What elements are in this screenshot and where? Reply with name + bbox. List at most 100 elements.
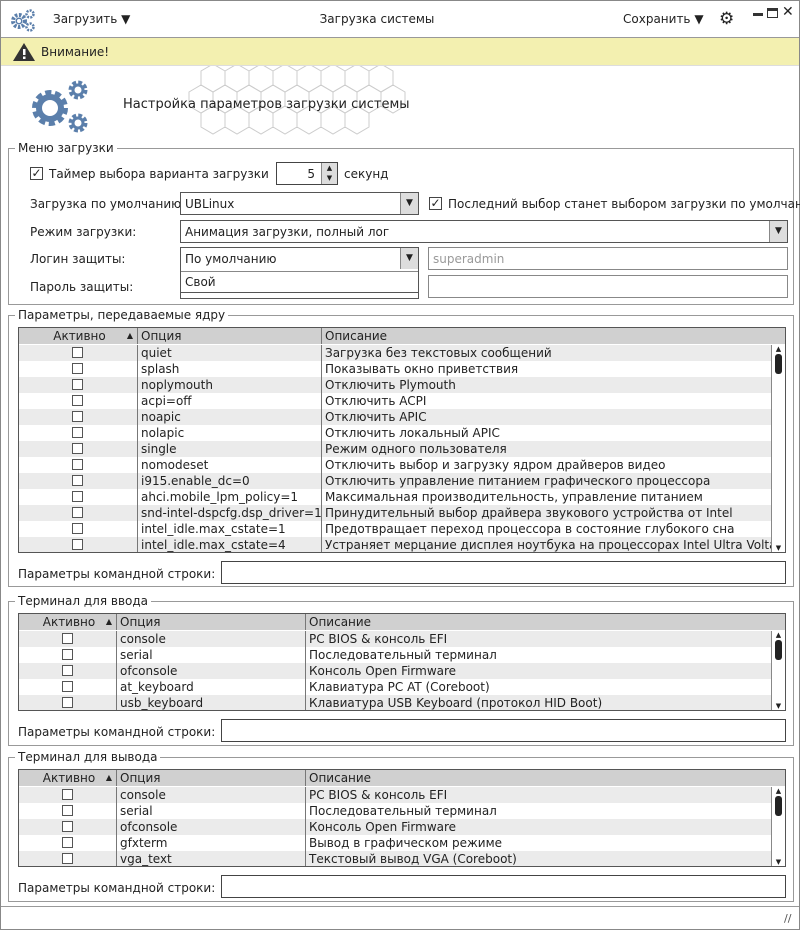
row-active-checkbox[interactable] <box>61 789 73 800</box>
table-row[interactable]: vga_text Текстовый вывод VGA (Coreboot) <box>19 851 773 866</box>
scroll-up-icon[interactable]: ▲ <box>775 787 782 795</box>
scroll-thumb[interactable] <box>775 796 782 816</box>
row-active-checkbox[interactable] <box>61 665 73 676</box>
timer-checkbox[interactable]: ✓ <box>30 166 43 180</box>
row-active-checkbox[interactable] <box>72 379 83 390</box>
row-active-checkbox[interactable] <box>61 805 73 816</box>
table-row[interactable]: ofconsole Консоль Open Firmware <box>19 819 773 835</box>
column-header[interactable]: Описание <box>305 614 785 630</box>
row-active-checkbox[interactable] <box>72 475 83 486</box>
row-description: PC BIOS & консоль EFI <box>305 787 773 803</box>
close-button[interactable]: ✕ <box>782 4 794 20</box>
scroll-down-icon[interactable]: ▼ <box>775 702 782 710</box>
row-active-checkbox[interactable] <box>72 347 83 358</box>
table-row[interactable]: noplymouth Отключить Plymouth <box>19 377 773 393</box>
table-row[interactable]: intel_idle.max_cstate=4 Устраняет мерцани… <box>19 537 773 552</box>
table-row[interactable]: console PC BIOS & консоль EFI <box>19 631 773 647</box>
table-row[interactable]: snd-intel-dspcfg.dsp_driver=1 Принудитель… <box>19 505 773 521</box>
column-header[interactable]: Описание <box>305 770 785 786</box>
scroll-up-icon[interactable]: ▲ <box>775 631 782 639</box>
table-row[interactable]: serial Последовательный терминал <box>19 647 773 663</box>
row-active-checkbox[interactable] <box>61 681 73 692</box>
column-header[interactable]: Опция <box>116 770 305 786</box>
login-option[interactable]: Свой <box>181 271 418 293</box>
row-active-checkbox[interactable] <box>72 395 83 406</box>
table-row[interactable]: quiet Загрузка без текстовых сообщений <box>19 345 773 361</box>
row-active-checkbox[interactable] <box>72 539 83 550</box>
minimize-button[interactable] <box>753 13 763 16</box>
login-label: Логин защиты: <box>30 252 126 266</box>
column-header[interactable]: Активно ▲ <box>19 770 116 786</box>
row-description: Показывать окно приветствия <box>321 361 773 377</box>
spin-arrows-icon[interactable]: ▲ ▼ <box>321 163 337 184</box>
gear-icon[interactable]: ⚙ <box>719 9 735 29</box>
row-active-checkbox[interactable] <box>61 837 73 848</box>
scroll-thumb[interactable] <box>775 354 782 374</box>
chevron-down-icon[interactable]: ▼ <box>400 248 418 269</box>
row-active-checkbox[interactable] <box>72 523 83 534</box>
table-row[interactable]: console PC BIOS & консоль EFI <box>19 787 773 803</box>
table-row[interactable]: usb_keyboard Клавиатура USB Keyboard (про… <box>19 695 773 710</box>
column-header[interactable]: Опция <box>116 614 305 630</box>
row-active-checkbox[interactable] <box>61 853 73 864</box>
password-input[interactable] <box>428 275 788 298</box>
last-choice-checkbox[interactable]: ✓ <box>429 196 442 210</box>
table-row[interactable]: single Режим одного пользователя <box>19 441 773 457</box>
timer-spinbox[interactable]: 5 ▲ ▼ <box>276 162 338 185</box>
column-header[interactable]: Активно ▲ <box>19 328 137 344</box>
table-row[interactable]: ahci.mobile_lpm_policy=1 Максимальная про… <box>19 489 773 505</box>
chevron-down-icon[interactable]: ▼ <box>769 221 787 242</box>
timer-label: Таймер выбора варианта загрузки <box>49 167 269 181</box>
table-row[interactable]: at_keyboard Клавиатура PC AT (Coreboot) <box>19 679 773 695</box>
scroll-up-icon[interactable]: ▲ <box>775 345 782 353</box>
table-row[interactable]: acpi=off Отключить ACPI <box>19 393 773 409</box>
table-row[interactable]: intel_idle.max_cstate=1 Предотвращает пер… <box>19 521 773 537</box>
column-header[interactable]: Активно ▲ <box>19 614 116 630</box>
save-menu-button[interactable]: Сохранить ▼ <box>623 12 704 26</box>
row-active-checkbox[interactable] <box>61 821 73 832</box>
vertical-scrollbar[interactable]: ▲ ▼ <box>771 631 785 710</box>
column-label: Активно <box>42 615 96 629</box>
sort-asc-icon: ▲ <box>126 331 133 340</box>
boot-mode-combo[interactable]: Анимация загрузки, полный лог ▼ <box>180 220 788 243</box>
input-terminal-group: Терминал для ввода Активно ▲ Опция Описание… <box>8 594 794 746</box>
scroll-thumb[interactable] <box>775 640 782 660</box>
table-row[interactable]: splash Показывать окно приветствия <box>19 361 773 377</box>
row-active-checkbox[interactable] <box>72 507 83 518</box>
vertical-scrollbar[interactable]: ▲ ▼ <box>771 345 785 552</box>
row-option: serial <box>116 803 305 819</box>
table-row[interactable]: ofconsole Консоль Open Firmware <box>19 663 773 679</box>
vertical-scrollbar[interactable]: ▲ ▼ <box>771 787 785 866</box>
cmdline-input[interactable] <box>221 561 786 584</box>
column-header[interactable]: Описание <box>321 328 785 344</box>
row-active-checkbox[interactable] <box>72 491 83 502</box>
table-row[interactable]: serial Последовательный терминал <box>19 803 773 819</box>
resize-grip-icon[interactable]: // <box>784 912 792 925</box>
row-active-checkbox[interactable] <box>72 443 83 454</box>
row-active-checkbox[interactable] <box>61 633 73 644</box>
row-active-checkbox[interactable] <box>72 363 83 374</box>
row-active-checkbox[interactable] <box>72 427 83 438</box>
row-description: Отключить APIC <box>321 409 773 425</box>
row-active-checkbox[interactable] <box>61 697 73 708</box>
cmdline-input[interactable] <box>221 875 786 898</box>
table-header: Активно ▲ Опция Описание <box>19 770 785 786</box>
table-row[interactable]: i915.enable_dc=0 Отключить управление пит… <box>19 473 773 489</box>
scroll-down-icon[interactable]: ▼ <box>775 858 782 866</box>
login-combo[interactable]: По умолчанию ▼ Свой <box>180 247 419 299</box>
login-input[interactable]: superadmin <box>428 247 788 270</box>
row-active-checkbox[interactable] <box>72 411 83 422</box>
chevron-down-icon[interactable]: ▼ <box>400 193 418 214</box>
row-active-checkbox[interactable] <box>72 459 83 470</box>
default-boot-combo[interactable]: UBLinux ▼ <box>180 192 419 215</box>
row-active-checkbox[interactable] <box>61 649 73 660</box>
load-menu-button[interactable]: Загрузить ▼ <box>53 12 130 26</box>
table-row[interactable]: nolapic Отключить локальный APIC <box>19 425 773 441</box>
cmdline-input[interactable] <box>221 719 786 742</box>
table-row[interactable]: noapic Отключить APIC <box>19 409 773 425</box>
maximize-button[interactable] <box>767 8 778 18</box>
column-header[interactable]: Опция <box>137 328 321 344</box>
table-row[interactable]: gfxterm Вывод в графическом режиме <box>19 835 773 851</box>
table-row[interactable]: nomodeset Отключить выбор и загрузку ядро… <box>19 457 773 473</box>
scroll-down-icon[interactable]: ▼ <box>775 544 782 552</box>
